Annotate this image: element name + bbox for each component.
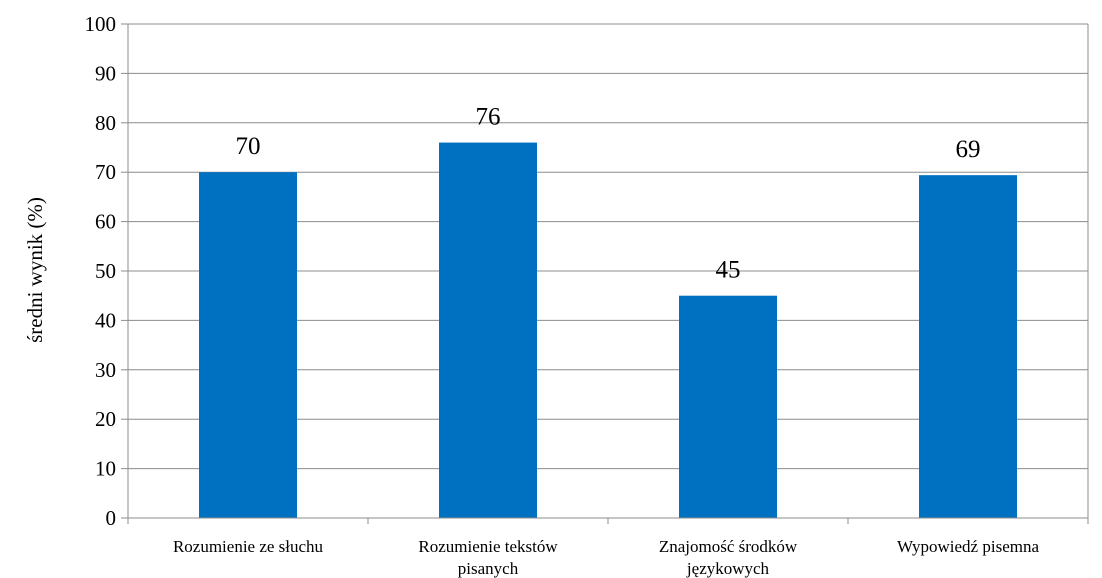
y-tick-label: 30 (95, 358, 116, 382)
y-tick-labels: 0 10 20 30 40 50 60 70 80 90 100 (85, 12, 117, 530)
x-tick-label: Rozumienie ze słuchu (173, 537, 324, 556)
x-tick-label: Wypowiedź pisemna (897, 537, 1039, 556)
y-tick-label: 80 (95, 111, 116, 135)
bar (439, 142, 537, 518)
y-tick-label: 50 (95, 259, 116, 283)
y-tick-label: 40 (95, 308, 116, 332)
bars (199, 142, 1017, 518)
data-label: 76 (476, 104, 501, 131)
y-tick-label: 90 (95, 61, 116, 85)
x-tick-label: Rozumienie tekstów pisanych (418, 537, 558, 578)
y-tick-label: 0 (106, 506, 117, 530)
category-labels: Rozumienie ze słuchu Rozumienie tekstów pi… (173, 537, 1040, 578)
y-tick-label: 70 (95, 160, 116, 184)
y-axis-title: średni wynik (%) (23, 197, 47, 343)
y-tick-label: 60 (95, 210, 116, 234)
data-label: 45 (716, 257, 741, 284)
data-label: 70 (236, 133, 261, 160)
y-tick-label: 10 (95, 457, 116, 481)
y-tick-label: 100 (85, 12, 117, 36)
bar (199, 172, 297, 518)
data-labels: 70 76 45 69 (236, 104, 981, 284)
bar (919, 175, 1017, 518)
axes (121, 23, 1089, 524)
bar (679, 295, 777, 518)
x-tick-label: Znajomość środków językowych (659, 537, 798, 578)
data-label: 69 (956, 136, 981, 163)
y-tick-label: 20 (95, 407, 116, 431)
